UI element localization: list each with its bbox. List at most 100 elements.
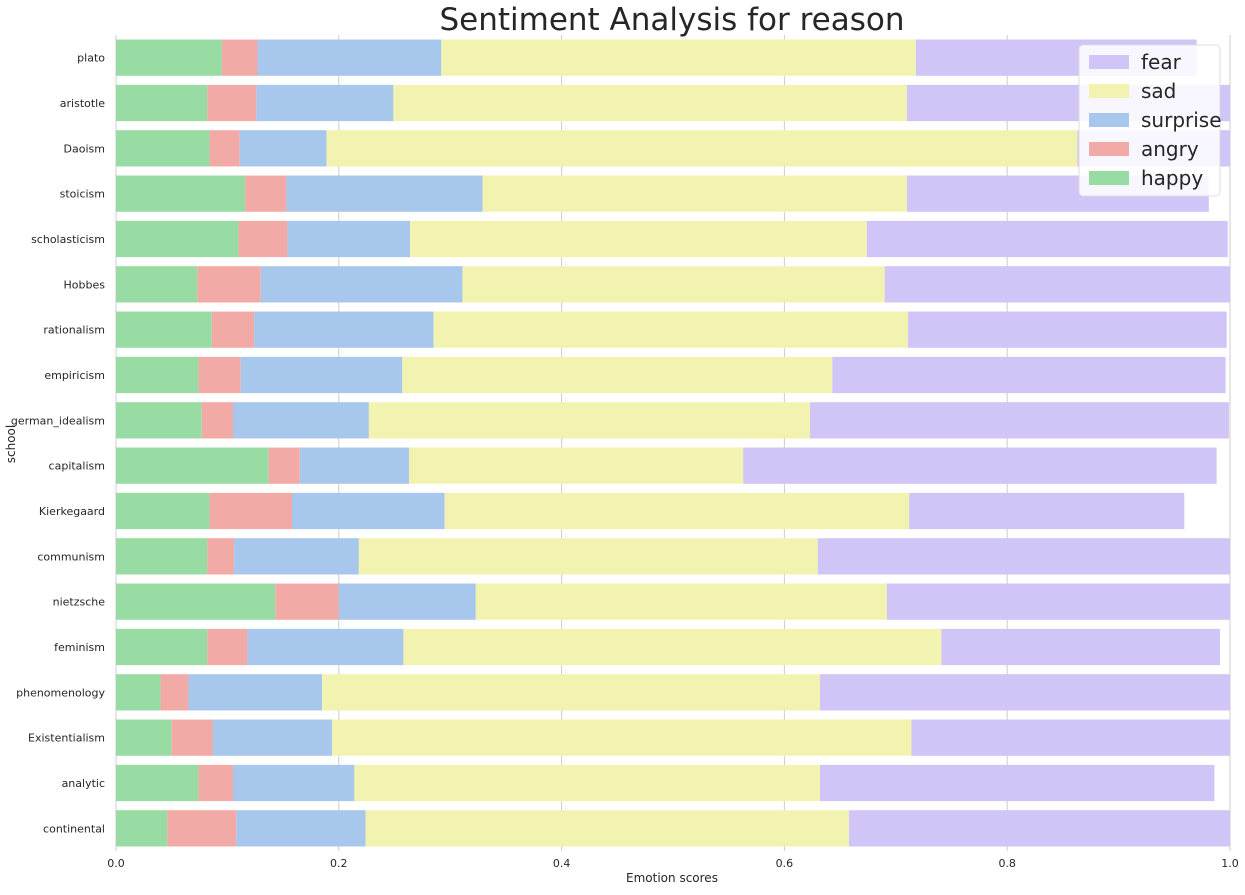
legend-label-surprise: surprise	[1141, 108, 1222, 132]
legend: fear sad surprise angry happy	[1078, 44, 1222, 197]
bar-german-idealism-happy	[116, 402, 202, 439]
bar-existentialism-happy	[116, 719, 172, 756]
bar-aristotle-sad	[393, 84, 907, 122]
legend-swatch-happy	[1089, 171, 1129, 185]
bar-communism-surprise	[234, 538, 359, 575]
bar-hobbes-sad	[462, 266, 885, 303]
bar-empiricism-sad	[402, 356, 833, 394]
y-tick-label-analytic: analytic	[62, 777, 105, 790]
bar-kierkegaard-fear	[909, 492, 1185, 530]
bar-german-idealism-fear	[810, 402, 1229, 439]
x-tick-label-0-8: 0.8	[998, 857, 1016, 870]
bar-rationalism-angry	[211, 311, 255, 348]
bar-capitalism-surprise	[299, 447, 409, 484]
bar-daoism-surprise	[239, 130, 327, 167]
y-tick-label-existentialism: Existentialism	[28, 732, 105, 745]
legend-box	[1078, 44, 1221, 197]
y-tick-label-daoism: Daoism	[64, 142, 105, 155]
bar-analytic-angry	[198, 764, 233, 802]
bar-scholasticism-fear	[866, 220, 1228, 258]
bar-scholasticism-surprise	[287, 220, 411, 258]
bar-empiricism-happy	[116, 356, 199, 394]
bar-phenomenology-fear	[820, 674, 1230, 711]
bar-aristotle-surprise	[256, 84, 394, 122]
bar-scholasticism-angry	[238, 220, 288, 258]
bar-stoicism-surprise	[286, 175, 483, 212]
bar-rationalism-surprise	[254, 311, 434, 348]
bar-capitalism-angry	[268, 447, 300, 484]
bar-daoism-angry	[209, 130, 240, 167]
y-tick-label-communism: communism	[37, 550, 105, 563]
bar-scholasticism-sad	[410, 220, 867, 258]
bar-empiricism-fear	[832, 356, 1226, 394]
bar-continental-happy	[116, 810, 168, 847]
y-tick-label-capitalism: capitalism	[49, 460, 105, 473]
bar-communism-sad	[358, 538, 818, 575]
x-tick-label-1-0: 1.0	[1221, 857, 1239, 870]
y-tick-labels: plato aristotle Daoism stoicism scholasticis…	[11, 52, 106, 836]
bar-communism-happy	[116, 538, 208, 575]
bar-daoism-happy	[116, 130, 210, 167]
x-tick-label-0-0: 0.0	[107, 857, 125, 870]
legend-label-angry: angry	[1141, 137, 1199, 161]
y-tick-label-stoicism: stoicism	[60, 188, 105, 201]
bar-daoism-sad	[326, 130, 1078, 167]
bar-phenomenology-sad	[322, 674, 821, 711]
bar-continental-sad	[365, 810, 850, 847]
y-tick-label-plato: plato	[77, 52, 105, 65]
bar-existentialism-sad	[332, 719, 912, 756]
bar-scholasticism-happy	[116, 220, 239, 258]
bar-continental-angry	[167, 810, 237, 847]
legend-label-sad: sad	[1141, 79, 1176, 103]
y-tick-label-rationalism: rationalism	[43, 324, 105, 337]
y-tick-label-hobbes: Hobbes	[64, 278, 106, 291]
y-tick-label-continental: continental	[43, 822, 105, 835]
bar-feminism-happy	[116, 628, 208, 666]
bar-aristotle-angry	[207, 84, 257, 122]
bar-analytic-sad	[354, 764, 821, 802]
bar-phenomenology-surprise	[188, 674, 323, 711]
bar-hobbes-surprise	[260, 266, 463, 303]
bar-hobbes-happy	[116, 266, 198, 303]
y-tick-label-aristotle: aristotle	[60, 97, 105, 110]
bar-feminism-surprise	[247, 628, 404, 666]
bar-german-idealism-sad	[368, 402, 811, 439]
legend-swatch-surprise	[1089, 113, 1129, 127]
y-tick-label-kierkegaard: Kierkegaard	[39, 505, 105, 518]
bar-analytic-fear	[820, 764, 1215, 802]
bar-capitalism-sad	[408, 447, 744, 484]
bar-phenomenology-angry	[160, 674, 189, 711]
bar-existentialism-angry	[171, 719, 213, 756]
bar-empiricism-angry	[198, 356, 241, 394]
x-tick-labels: 0.0 0.2 0.4 0.6 0.8 1.0	[107, 857, 1239, 870]
bar-kierkegaard-happy	[116, 492, 210, 530]
bar-german-idealism-angry	[201, 402, 233, 439]
y-tick-label-german-idealism: german_idealism	[11, 414, 105, 427]
bar-nietzsche-happy	[116, 583, 276, 620]
bar-german-idealism-surprise	[232, 402, 369, 439]
bar-feminism-fear	[941, 628, 1220, 666]
bar-analytic-surprise	[232, 764, 355, 802]
bar-kierkegaard-angry	[209, 492, 293, 530]
bar-continental-fear	[849, 810, 1230, 847]
x-tick-label-0-4: 0.4	[553, 857, 571, 870]
bar-stoicism-angry	[245, 175, 287, 212]
bar-existentialism-fear	[911, 719, 1230, 756]
bar-rationalism-sad	[433, 311, 909, 348]
bar-communism-fear	[817, 538, 1230, 575]
bar-plato-sad	[441, 39, 916, 76]
bar-kierkegaard-surprise	[292, 492, 445, 530]
bar-nietzsche-sad	[475, 583, 887, 620]
bar-phenomenology-happy	[116, 674, 161, 711]
legend-label-fear: fear	[1141, 50, 1182, 74]
y-tick-label-empiricism: empiricism	[44, 369, 105, 382]
bar-nietzsche-angry	[275, 583, 339, 620]
bar-nietzsche-fear	[886, 583, 1230, 620]
y-tick-label-nietzsche: nietzsche	[53, 596, 106, 609]
x-tick-label-0-2: 0.2	[330, 857, 348, 870]
bar-feminism-sad	[403, 628, 942, 666]
bar-capitalism-fear	[743, 447, 1217, 484]
bar-plato-surprise	[257, 39, 442, 76]
